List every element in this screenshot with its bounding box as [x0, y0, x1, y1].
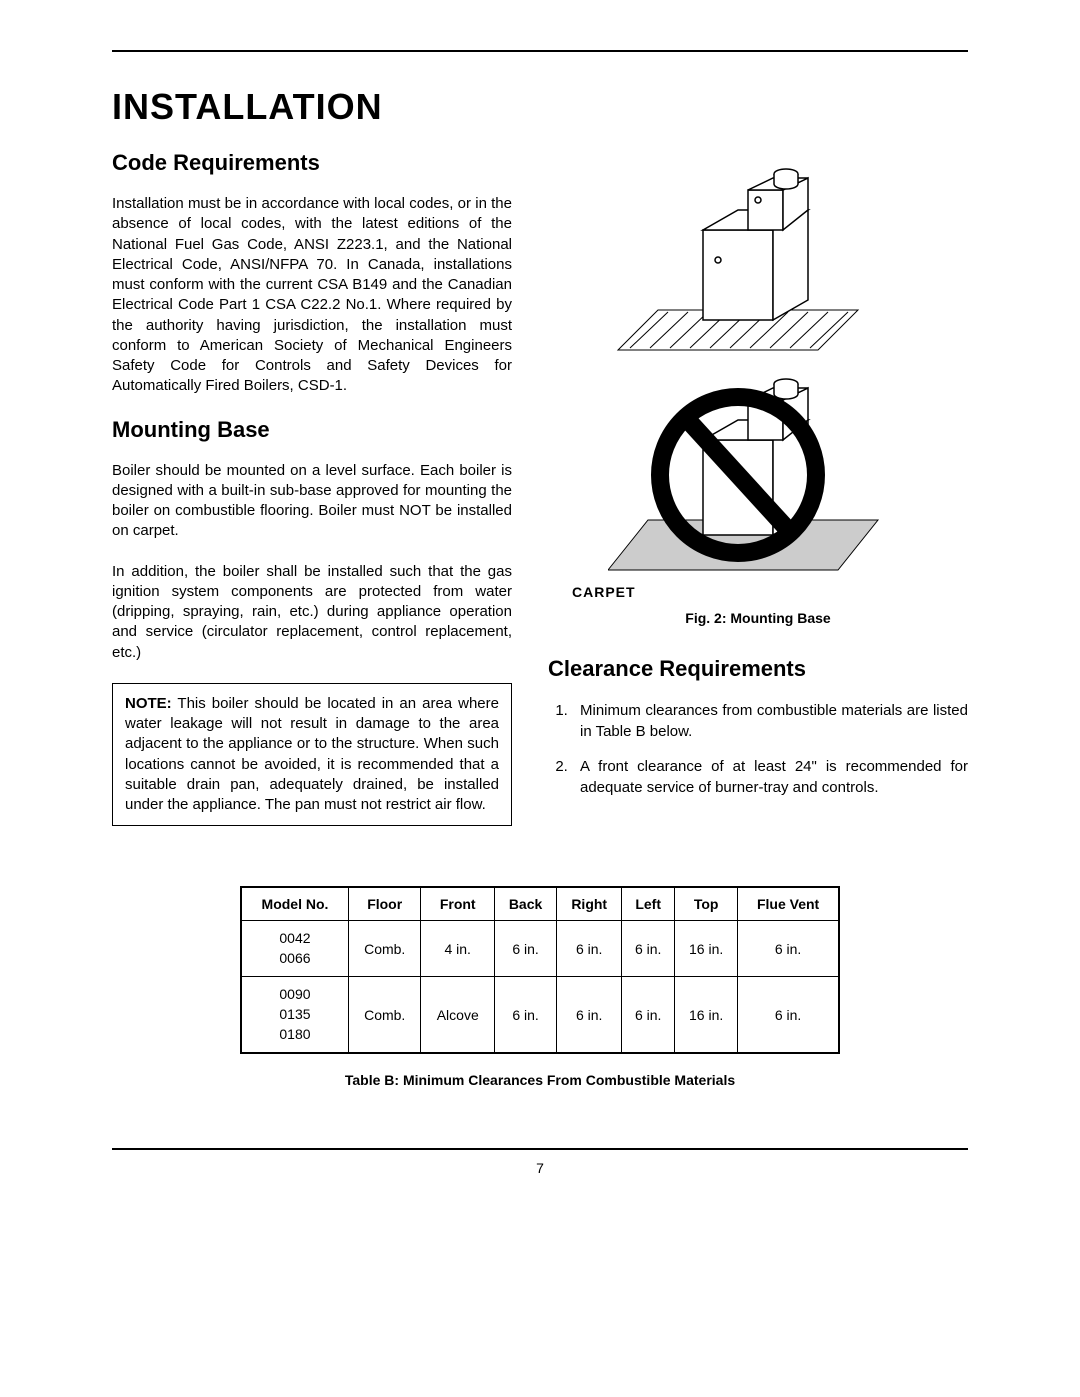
table-cell: 6 in. [557, 921, 622, 977]
table-cell: Comb. [348, 977, 420, 1053]
table-row: 0090 0135 0180Comb.Alcove6 in.6 in.6 in.… [241, 977, 839, 1053]
model-cell: 0042 0066 [241, 921, 348, 977]
table-cell: Comb. [348, 921, 420, 977]
clearance-item-2: A front clearance of at least 24" is rec… [572, 756, 968, 798]
table-caption: Table B: Minimum Clearances From Combust… [240, 1072, 840, 1088]
page-title: INSTALLATION [112, 86, 968, 128]
clearance-heading: Clearance Requirements [548, 656, 968, 682]
code-requirements-heading: Code Requirements [112, 150, 512, 176]
th-top: Top [675, 887, 738, 921]
table-cell: 6 in. [622, 977, 675, 1053]
top-rule [112, 50, 968, 52]
clearance-list: Minimum clearances from combustible mate… [548, 700, 968, 798]
table-row: 0042 0066Comb.4 in.6 in.6 in.6 in.16 in.… [241, 921, 839, 977]
th-floor: Floor [348, 887, 420, 921]
bottom-rule [112, 1148, 968, 1150]
th-right: Right [557, 887, 622, 921]
table-cell: 16 in. [675, 977, 738, 1053]
note-box: NOTE: This boiler should be located in a… [112, 683, 512, 827]
figure-caption: Fig. 2: Mounting Base [548, 610, 968, 626]
th-front: Front [421, 887, 495, 921]
clearance-item-1: Minimum clearances from combustible mate… [572, 700, 968, 742]
mounting-base-heading: Mounting Base [112, 417, 512, 443]
th-flue: Flue Vent [738, 887, 839, 921]
boiler-prohibited-icon [608, 360, 908, 590]
left-column: Code Requirements Installation must be i… [112, 150, 512, 826]
carpet-label: CARPET [572, 584, 968, 600]
model-cell: 0090 0135 0180 [241, 977, 348, 1053]
table-cell: 6 in. [495, 977, 557, 1053]
note-body: This boiler should be located in an area… [125, 695, 499, 813]
page-number: 7 [112, 1160, 968, 1176]
boiler-allowed-icon [608, 150, 908, 360]
mounting-base-body-1: Boiler should be mounted on a level surf… [112, 461, 512, 542]
right-column: CARPET Fig. 2: Mounting Base Clearance R… [548, 150, 968, 826]
two-column-layout: Code Requirements Installation must be i… [112, 150, 968, 826]
clearance-table: Model No. Floor Front Back Right Left To… [240, 886, 840, 1054]
table-header-row: Model No. Floor Front Back Right Left To… [241, 887, 839, 921]
page: INSTALLATION Code Requirements Installat… [0, 0, 1080, 1216]
table-cell: 4 in. [421, 921, 495, 977]
mounting-base-body-2: In addition, the boiler shall be install… [112, 562, 512, 663]
mounting-base-figure: CARPET Fig. 2: Mounting Base [548, 150, 968, 626]
table-cell: 6 in. [495, 921, 557, 977]
th-left: Left [622, 887, 675, 921]
table-cell: 6 in. [738, 921, 839, 977]
table-cell: 6 in. [622, 921, 675, 977]
th-model: Model No. [241, 887, 348, 921]
clearance-table-wrap: Model No. Floor Front Back Right Left To… [240, 886, 840, 1088]
code-requirements-body: Installation must be in accordance with … [112, 194, 512, 397]
table-cell: 16 in. [675, 921, 738, 977]
table-cell: 6 in. [738, 977, 839, 1053]
th-back: Back [495, 887, 557, 921]
note-label: NOTE: [125, 695, 172, 712]
table-cell: 6 in. [557, 977, 622, 1053]
table-cell: Alcove [421, 977, 495, 1053]
